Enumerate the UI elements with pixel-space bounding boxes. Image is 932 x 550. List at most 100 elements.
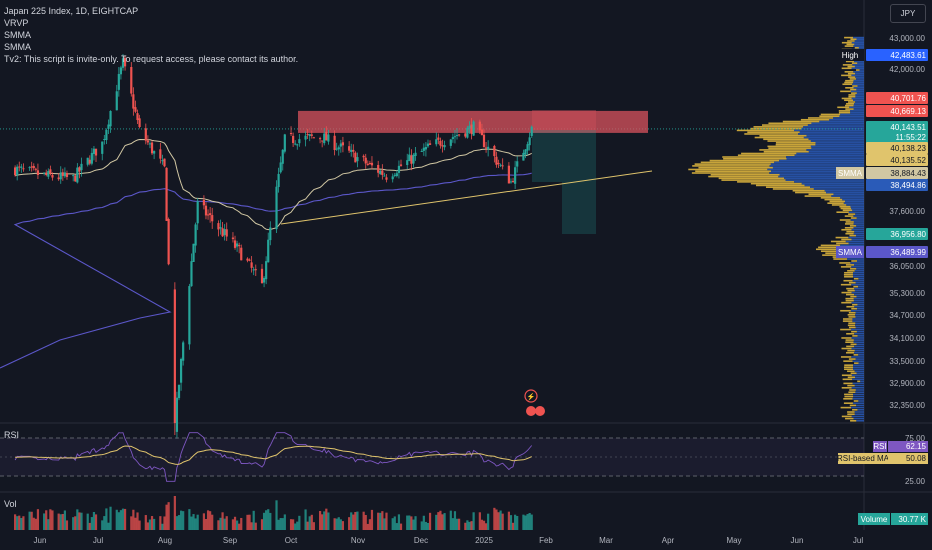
price-label-bg <box>866 142 928 154</box>
candle-body <box>455 134 459 136</box>
x-tick-label: Feb <box>539 536 553 545</box>
candle-body <box>304 135 307 140</box>
volume-bar <box>123 508 127 530</box>
candle-body <box>57 177 60 180</box>
candle-body <box>94 148 98 156</box>
volume-bar <box>115 509 118 530</box>
volume-bar <box>391 518 394 530</box>
volume-bar <box>514 514 517 530</box>
rsi-value: 62.15 <box>906 442 927 451</box>
legend-title: Japan 225 Index, 1D, EIGHTCAP <box>4 6 139 16</box>
candle-body <box>246 258 249 261</box>
candle-body <box>298 139 301 144</box>
candle-body <box>306 133 309 135</box>
candle-body <box>522 152 525 161</box>
volume-bar <box>420 521 423 530</box>
candle-body <box>262 277 266 283</box>
candle-body <box>209 213 212 216</box>
candle-body <box>45 172 48 175</box>
candle-body <box>238 245 241 247</box>
candle-body <box>123 58 127 67</box>
candle-body <box>105 129 108 141</box>
candle-body <box>524 149 527 155</box>
volume-bar <box>265 510 268 530</box>
volume-bar <box>34 518 37 530</box>
candle-body <box>61 172 64 176</box>
volume-bar <box>435 514 438 530</box>
rsi-tick-label: 75.00 <box>905 434 926 443</box>
y-tick-label: 35,300.00 <box>889 289 925 298</box>
price-label: 40,138.23 <box>866 142 928 154</box>
volume-bar <box>318 511 322 530</box>
candle-body <box>59 172 62 180</box>
candle-body <box>202 199 206 206</box>
volume-bar <box>233 516 237 530</box>
volume-profile <box>688 36 864 422</box>
volume-bar <box>43 513 46 530</box>
candle-body <box>103 138 106 140</box>
volume-bar <box>117 512 120 530</box>
volume-bar <box>173 496 176 530</box>
rsi-value-name-bg <box>873 441 887 452</box>
candle-body <box>194 224 197 246</box>
candle-body <box>337 147 340 150</box>
candle-body <box>252 269 255 271</box>
ascending-trendline <box>280 170 653 225</box>
volume-bar <box>441 514 444 530</box>
candle-body <box>370 162 374 166</box>
price-label-bg <box>866 49 928 61</box>
volume-bar <box>516 515 519 530</box>
candle-body <box>507 165 510 184</box>
volume-bar <box>509 515 513 530</box>
candle-body <box>292 135 295 143</box>
volume-bar <box>78 512 81 530</box>
volume-bar <box>337 517 340 530</box>
volume-bar <box>175 516 179 530</box>
volume-bar <box>487 513 490 530</box>
price-label: 38,884.43 SMMA <box>836 167 928 179</box>
volume-bar <box>327 512 330 530</box>
volume-bar <box>410 516 413 530</box>
volume-bar <box>368 519 371 530</box>
volume-bar <box>308 516 311 530</box>
candle-body <box>177 384 181 399</box>
volume-bar <box>138 520 141 530</box>
volume-bar <box>522 514 525 530</box>
volume-bar <box>399 523 403 530</box>
volume-bar <box>306 521 309 530</box>
candle-body <box>499 164 502 166</box>
volume-bar <box>383 518 386 530</box>
volume-bar <box>424 521 428 530</box>
candle-body <box>362 155 365 158</box>
volume-bar <box>269 512 272 530</box>
event-flash-icon <box>524 389 538 403</box>
candle-body <box>150 142 154 154</box>
candle-body <box>107 124 110 129</box>
volume-bar <box>267 509 270 530</box>
candle-body <box>14 167 17 176</box>
candle-body <box>72 175 75 177</box>
volume-bar <box>190 516 193 530</box>
volume-bar <box>451 518 454 530</box>
volume-bar <box>412 519 415 530</box>
volume-bar <box>45 510 48 530</box>
candle-body <box>18 166 21 168</box>
candle-body <box>16 166 19 176</box>
volume-bar <box>47 519 50 530</box>
volume-pane-title: Vol <box>4 499 17 509</box>
candle-body <box>528 137 531 146</box>
candle-body <box>441 145 444 147</box>
volume-bar <box>350 512 353 530</box>
volume-bar <box>92 511 96 530</box>
volume-bar <box>354 511 357 530</box>
volume-bar <box>364 514 367 530</box>
price-label-value: 36,489.99 <box>890 248 926 257</box>
candle-body <box>265 261 268 280</box>
volume-bar <box>219 517 222 530</box>
currency-button[interactable]: JPY <box>890 4 926 23</box>
volume-bar <box>478 512 481 530</box>
candle-body <box>179 358 183 383</box>
candle-body <box>424 146 428 150</box>
x-tick-label: Apr <box>662 536 675 545</box>
